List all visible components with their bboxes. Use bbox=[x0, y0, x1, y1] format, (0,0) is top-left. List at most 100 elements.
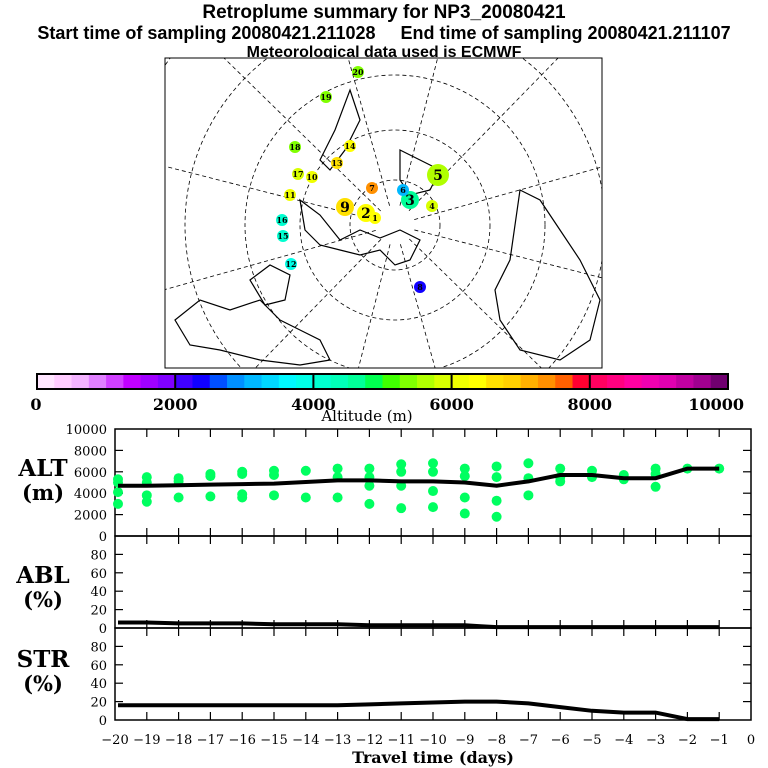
altitude-point bbox=[113, 498, 123, 509]
altitude-point bbox=[459, 492, 470, 503]
cluster-label: 6 bbox=[400, 185, 406, 195]
sampling-time-subtitle: Start time of sampling 20080421.211028 E… bbox=[37, 23, 731, 43]
y-tick-label: 10000 bbox=[66, 423, 107, 438]
latitude-circle bbox=[349, 179, 441, 271]
colorbar-segment bbox=[468, 374, 487, 389]
altitude-point bbox=[491, 461, 502, 472]
colorbar-segment bbox=[658, 374, 677, 389]
colorbar-segment bbox=[244, 374, 263, 389]
y-tick-label: 80 bbox=[90, 548, 107, 563]
altitude-point bbox=[269, 470, 279, 481]
x-tick-label: −18 bbox=[165, 733, 192, 748]
panel-abl: 80 60 40 20 0 ABL(%) bbox=[15, 535, 752, 637]
colorbar-tick-label: 0 bbox=[30, 395, 41, 414]
colorbar-segment bbox=[624, 374, 643, 389]
colorbar-tick-label: 10000 bbox=[688, 395, 744, 414]
cluster-label: 1 bbox=[372, 213, 378, 223]
x-tick-label: −13 bbox=[324, 733, 351, 748]
series-line-str bbox=[118, 699, 720, 722]
coastline bbox=[319, 88, 361, 171]
altitude-point bbox=[141, 496, 152, 507]
x-axis-label: Travel time (days) bbox=[352, 748, 514, 767]
altitude-point bbox=[332, 492, 343, 503]
cluster-label: 19 bbox=[320, 92, 332, 102]
cluster-label: 9 bbox=[340, 200, 350, 216]
colorbar-tick-label: 4000 bbox=[291, 395, 336, 414]
cluster-marker bbox=[369, 212, 381, 224]
cluster-label: 17 bbox=[292, 169, 303, 179]
y-tick-label: 4000 bbox=[74, 487, 107, 502]
meridian-line bbox=[399, 58, 439, 206]
cluster-marker bbox=[401, 191, 419, 209]
time-series-panels: 1000080006000400020000ALT(m)806040200ABL… bbox=[15, 423, 755, 767]
coastline bbox=[299, 198, 421, 266]
colorbar-segment bbox=[555, 374, 574, 389]
series-line-alt bbox=[118, 466, 720, 488]
cluster-marker bbox=[285, 258, 297, 270]
altitude-point bbox=[459, 471, 470, 482]
cluster-label: 20 bbox=[352, 67, 364, 77]
cluster-marker bbox=[277, 230, 289, 242]
coastline bbox=[174, 299, 331, 366]
y-tick-label: 0 bbox=[99, 714, 107, 729]
panel-ylabel: ABL bbox=[15, 562, 69, 589]
cluster-marker bbox=[292, 168, 304, 180]
cluster-marker bbox=[414, 281, 426, 293]
cluster-label: 7 bbox=[369, 183, 375, 193]
altitude-point bbox=[364, 463, 375, 474]
altitude-point bbox=[332, 463, 343, 474]
altitude-point bbox=[428, 466, 438, 477]
y-tick-label: 80 bbox=[90, 640, 107, 655]
colorbar-segment bbox=[261, 374, 280, 389]
latitude-circle bbox=[244, 74, 546, 368]
cluster-label: 3 bbox=[405, 193, 415, 209]
panel-ylabel-unit: (m) bbox=[22, 480, 64, 505]
colorbar-segment bbox=[520, 374, 539, 389]
colorbar-segment bbox=[365, 374, 383, 389]
x-tick-label: −7 bbox=[519, 733, 538, 748]
cluster-label: 4 bbox=[429, 201, 435, 211]
cluster-label: 11 bbox=[284, 190, 295, 200]
meridian-line bbox=[400, 244, 436, 368]
colorbar-segment bbox=[227, 374, 245, 389]
meridian-line bbox=[165, 230, 376, 290]
y-tick-label: 60 bbox=[90, 659, 107, 674]
cluster-marker bbox=[284, 189, 296, 201]
altitude-point bbox=[459, 463, 470, 474]
colorbar-segment bbox=[347, 374, 366, 389]
altitude-point bbox=[205, 491, 216, 502]
cluster-label: 13 bbox=[331, 158, 343, 168]
x-tick-label: −8 bbox=[487, 733, 506, 748]
panel-ylabel-unit: (%) bbox=[23, 587, 63, 612]
altitude-point bbox=[205, 471, 216, 482]
cluster-marker bbox=[320, 91, 332, 103]
series-line-abl bbox=[118, 620, 720, 630]
chart-title: Retroplume summary for NP3_20080421 bbox=[202, 2, 566, 23]
colorbar-segment bbox=[88, 374, 107, 389]
cluster-marker bbox=[289, 141, 301, 153]
altitude-point bbox=[396, 459, 407, 470]
cluster-label: 14 bbox=[344, 141, 356, 151]
colorbar-segment bbox=[296, 374, 314, 389]
panel-ylabel-unit: (%) bbox=[23, 671, 63, 696]
cluster-label: 16 bbox=[276, 215, 288, 225]
cluster-marker bbox=[336, 198, 354, 216]
colorbar-segment bbox=[434, 374, 453, 389]
altitude-point bbox=[650, 481, 661, 492]
x-tick-label: −9 bbox=[455, 733, 474, 748]
colorbar-segment bbox=[330, 374, 349, 389]
altitude-point bbox=[364, 498, 375, 509]
y-tick-label: 60 bbox=[90, 567, 107, 582]
x-tick-label: −10 bbox=[419, 733, 446, 748]
cluster-marker bbox=[306, 171, 318, 183]
x-tick-label: −11 bbox=[387, 733, 414, 748]
meridian-line bbox=[347, 58, 390, 206]
panel-ylabel: ALT bbox=[17, 455, 67, 482]
altitude-point bbox=[396, 466, 407, 477]
x-tick-label: −6 bbox=[551, 733, 570, 748]
latitude-circle bbox=[299, 129, 491, 321]
altitude-point bbox=[555, 476, 566, 487]
panel-frame bbox=[114, 535, 752, 629]
